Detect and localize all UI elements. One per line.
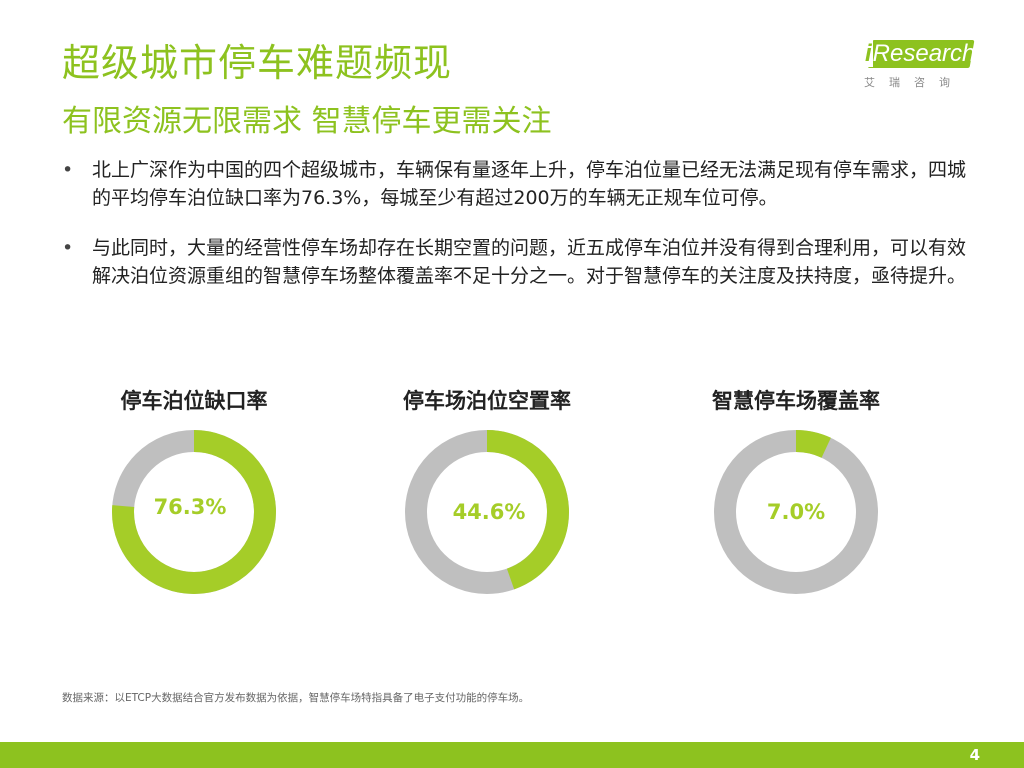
page-title: 超级城市停车难题频现 bbox=[62, 41, 453, 85]
donut-chart-vacancy-rate: 停车场泊位空置率 44.6% bbox=[357, 384, 617, 624]
logo-subtitle: 艾瑞咨询 bbox=[864, 76, 964, 89]
bullet-item: • 北上广深作为中国的四个超级城市，车辆保有量逐年上升，停车泊位量已经无法满足现… bbox=[62, 156, 982, 212]
footer-bar bbox=[0, 742, 1024, 768]
chart-title: 停车泊位缺口率 bbox=[120, 389, 268, 413]
bullet-text: 北上广深作为中国的四个超级城市，车辆保有量逐年上升，停车泊位量已经无法满足现有停… bbox=[92, 159, 967, 209]
iresearch-logo: iResearch 艾瑞咨询 bbox=[862, 38, 976, 90]
donut-slice-value bbox=[405, 430, 569, 594]
bullet-dot-icon: • bbox=[62, 159, 74, 181]
chart-title: 停车场泊位空置率 bbox=[403, 389, 571, 413]
page-number: 4 bbox=[969, 746, 980, 764]
donut-center-label: 44.6% bbox=[453, 500, 526, 524]
chart-title: 智慧停车场覆盖率 bbox=[712, 389, 880, 413]
donut-center-label: 7.0% bbox=[767, 500, 825, 524]
bullet-item: • 与此同时，大量的经营性停车场却存在长期空置的问题，近五成停车泊位并没有得到合… bbox=[62, 234, 982, 290]
donut-slice-value bbox=[714, 430, 878, 594]
bullet-text: 与此同时，大量的经营性停车场却存在长期空置的问题，近五成停车泊位并没有得到合理利… bbox=[92, 237, 967, 287]
donut-chart-svg: 44.6% bbox=[405, 430, 569, 594]
donut-center-label: 76.3% bbox=[154, 495, 227, 519]
logo-brand-rest: Research bbox=[872, 40, 976, 67]
bullet-list: • 北上广深作为中国的四个超级城市，车辆保有量逐年上升，停车泊位量已经无法满足现… bbox=[62, 156, 982, 312]
donut-slice-value bbox=[112, 430, 276, 594]
donut-chart-coverage-rate: 智慧停车场覆盖率 7.0% bbox=[666, 384, 926, 624]
logo-brand-i: i bbox=[864, 40, 873, 67]
logo-brand: iResearch bbox=[862, 38, 976, 70]
data-source-note: 数据来源：以ETCP大数据结合官方发布数据为依据，智慧停车场特指具备了电子支付功… bbox=[62, 692, 530, 704]
donut-chart-gap-rate: 停车泊位缺口率 76.3% bbox=[64, 384, 324, 624]
page-subtitle: 有限资源无限需求 智慧停车更需关注 bbox=[62, 104, 552, 139]
donut-chart-svg: 76.3% bbox=[112, 430, 276, 594]
bullet-dot-icon: • bbox=[62, 237, 74, 259]
donut-chart-svg: 7.0% bbox=[714, 430, 878, 594]
